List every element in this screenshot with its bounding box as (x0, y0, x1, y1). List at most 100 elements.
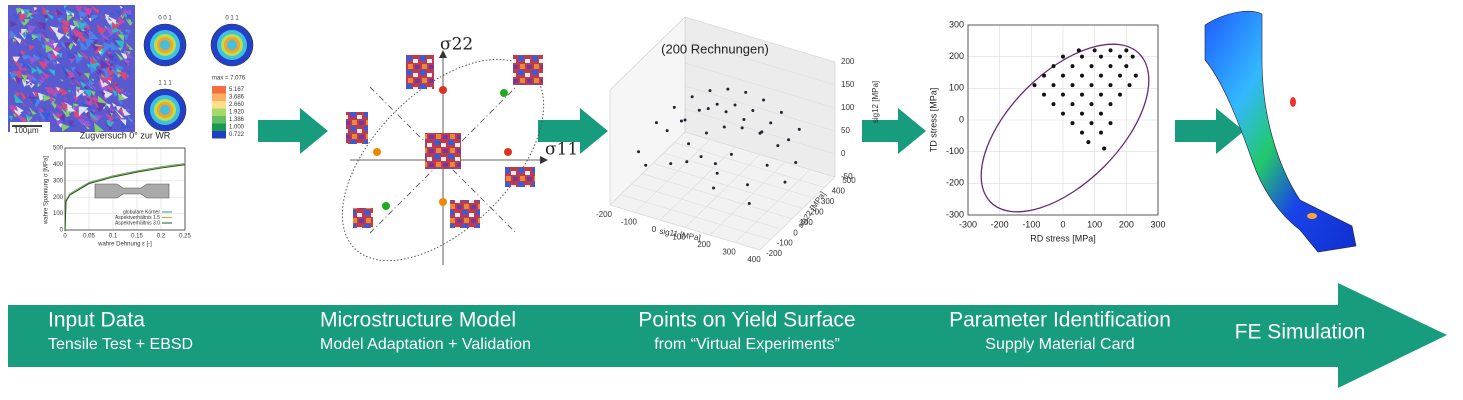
grain (105, 16, 110, 20)
scatter-point (751, 108, 755, 112)
grain (125, 18, 133, 26)
cube (505, 167, 535, 187)
scale-bar-bg (10, 122, 50, 132)
scatter-point (644, 163, 648, 167)
grain (105, 75, 114, 85)
grain (53, 11, 58, 16)
scatter-point (715, 171, 719, 175)
grain (12, 78, 17, 84)
scatter-point (1108, 48, 1113, 53)
grain (64, 98, 68, 102)
colorbar-swatch (212, 101, 226, 109)
grain (27, 25, 37, 35)
grain (71, 41, 77, 47)
grain (14, 91, 21, 98)
grain (117, 16, 127, 26)
grain (76, 21, 87, 32)
grain (47, 26, 54, 33)
grain (18, 81, 25, 89)
grain (41, 105, 48, 112)
scatter-point (1061, 54, 1065, 59)
grain (37, 21, 47, 31)
grain (20, 10, 26, 15)
grid-line (620, 194, 771, 240)
grain (103, 37, 108, 43)
x-tick-label: 200 (1119, 219, 1134, 229)
grain (109, 112, 114, 116)
y-tick-label: 100 (949, 83, 964, 93)
grain (58, 86, 69, 97)
grain (38, 31, 46, 40)
grain (104, 62, 109, 66)
scatter-point (1118, 73, 1122, 78)
grain (18, 64, 25, 72)
x-tick-label: 100 (672, 233, 686, 242)
scatter-point (722, 125, 726, 129)
grain (56, 60, 60, 64)
band-arrow (8, 283, 1447, 388)
scatter-point (687, 142, 691, 146)
scatter-point (1089, 102, 1094, 107)
z-tick-label: 50 (841, 126, 850, 135)
pole-core (160, 40, 170, 50)
grain (20, 49, 26, 55)
grain (13, 36, 22, 45)
plot-frame (967, 24, 1159, 216)
grain (45, 44, 54, 53)
colorbar-label: max = 7.076 (212, 76, 246, 82)
grain (20, 91, 30, 101)
grain (118, 47, 122, 52)
plot-title: (200 Rechnungen) (661, 41, 769, 56)
z-axis-label: sig12 [MPa] (871, 81, 880, 123)
grain (96, 107, 103, 113)
grain (55, 7, 64, 16)
x-axis-label: wahre Dehnung ε [-] (97, 242, 152, 248)
grain (121, 106, 131, 116)
yield-surface-plot: -200-1000100200300400-200-10001002003004… (596, 16, 880, 264)
grain (65, 32, 70, 36)
scatter-point (1080, 73, 1084, 78)
scatter-point (679, 119, 683, 123)
grain (115, 115, 119, 119)
x-tick-label: 100 (1087, 219, 1102, 229)
grid-line (684, 62, 836, 109)
grain (86, 104, 92, 110)
grain (26, 64, 31, 70)
grain (35, 65, 44, 74)
grain (39, 74, 46, 81)
y-tick-label: 300 (53, 178, 64, 184)
scatter-point (779, 110, 783, 114)
x-tick-label: 0 (652, 225, 657, 234)
grain (113, 108, 124, 119)
grain (48, 95, 56, 102)
grain (74, 69, 83, 77)
cube (346, 112, 368, 144)
grain (64, 34, 70, 40)
scatter-point (733, 103, 737, 107)
pole-core (160, 105, 170, 115)
grain (127, 69, 132, 74)
legend-label: globulare Körner (123, 209, 160, 215)
scatter-point (1099, 92, 1103, 97)
grain (41, 71, 50, 80)
grain (110, 63, 114, 68)
grain (52, 42, 59, 49)
scatter-point (654, 121, 658, 125)
colorbar-swatch (212, 123, 226, 131)
grain (12, 38, 17, 43)
grain (72, 95, 80, 102)
diagonal (369, 86, 517, 234)
scatter-point (747, 201, 751, 205)
grain (114, 8, 123, 17)
pole-label: 1 1 1 (158, 81, 172, 87)
grain (88, 78, 95, 85)
scatter-point (1061, 111, 1065, 116)
scatter-point (699, 155, 703, 159)
grain (37, 59, 48, 70)
grain (97, 82, 103, 88)
x-tick-label: 400 (747, 255, 761, 264)
y-tick-label: -200 (946, 178, 964, 188)
grain (60, 78, 64, 82)
grain (124, 60, 130, 66)
